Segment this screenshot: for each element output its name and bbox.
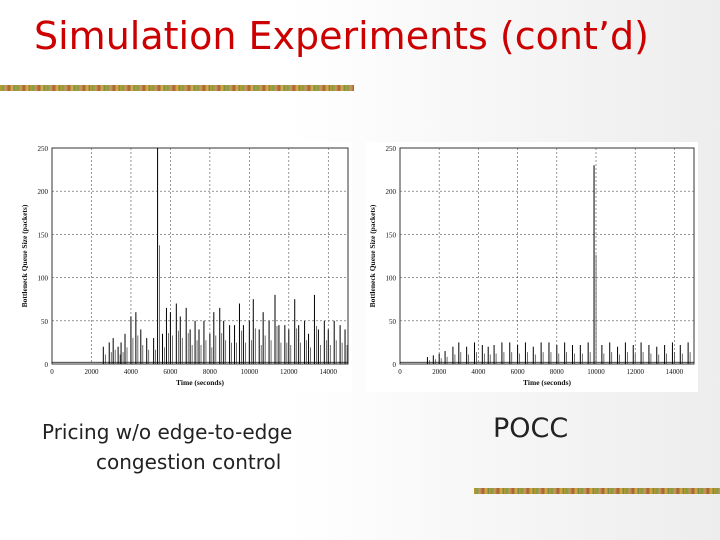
chart1-y-tick-label: 50: [389, 318, 397, 326]
caption-pocc: POCC: [493, 413, 569, 444]
chart1-x-tick-label: 10000: [587, 368, 605, 376]
chart1-x-tick-label: 0: [398, 368, 402, 376]
caption-pricing-line1: Pricing w/o edge-to-edge: [42, 420, 293, 444]
queue-chart-pricing: 0 50 100 150 200 250 0 2000 4000 6000 8000 10000 120…: [20, 145, 349, 387]
chart1-x-tick-label: 14000: [666, 368, 684, 376]
chart0-y-axis-label: Bottleneck Queue Size (packets): [20, 204, 29, 307]
chart1-y-tick-label: 100: [386, 275, 397, 283]
chart0-x-tick-label: 0: [50, 368, 54, 376]
caption-pricing: Pricing w/o edge-to-edge congestion cont…: [42, 417, 362, 477]
slide-title: Simulation Experiments (cont’d): [34, 14, 649, 58]
chart1-x-tick-label: 2000: [432, 368, 447, 376]
chart1-plot-frame: [399, 147, 695, 365]
chart0-y-tick-label: 200: [38, 188, 49, 196]
chart1-y-axis-label: Bottleneck Queue Size (packets): [368, 204, 377, 307]
chart0-x-tick-label: 6000: [163, 368, 178, 376]
chart1-y-tick-label: 250: [386, 145, 397, 153]
chart0-y-tick-label: 0: [45, 361, 49, 369]
caption-pricing-line2: congestion control: [96, 450, 282, 474]
queue-chart-pocc: 0 50 100 150 200 250 0 2000 4000 6000 8000 10000 120…: [368, 145, 695, 387]
chart0-x-tick-label: 8000: [203, 368, 218, 376]
chart0-y-tick-label: 100: [38, 275, 49, 283]
chart0-x-axis-label: Time (seconds): [176, 378, 224, 387]
chart0-x-tick-label: 10000: [241, 368, 259, 376]
chart0-y-tick-label: 50: [41, 318, 49, 326]
chart-panel-left: 0 50 100 150 200 250 0 2000 4000 6000 8000 10000 120…: [18, 142, 352, 392]
chart1-x-tick-label: 8000: [550, 368, 565, 376]
chart1-x-axis-label: Time (seconds): [523, 378, 571, 387]
chart0-x-tick-label: 12000: [280, 368, 298, 376]
chart-panel-right: 0 50 100 150 200 250 0 2000 4000 6000 8000 10000 120…: [366, 142, 698, 392]
chart1-y-tick-label: 150: [386, 231, 397, 239]
chart0-y-tick-label: 250: [38, 145, 49, 153]
chart0-x-tick-label: 4000: [124, 368, 139, 376]
footer-rule: [474, 488, 720, 494]
chart0-x-tick-label: 2000: [84, 368, 99, 376]
chart1-y-tick-label: 0: [393, 361, 397, 369]
chart1-y-tick-label: 200: [386, 188, 397, 196]
chart1-x-tick-label: 6000: [511, 368, 525, 376]
title-underline-rule: [0, 85, 354, 91]
chart0-x-tick-label: 14000: [320, 368, 338, 376]
chart0-plot-frame: [51, 147, 349, 365]
chart0-y-tick-label: 150: [38, 231, 49, 239]
chart1-x-tick-label: 4000: [471, 368, 486, 376]
chart1-x-tick-label: 12000: [626, 368, 644, 376]
